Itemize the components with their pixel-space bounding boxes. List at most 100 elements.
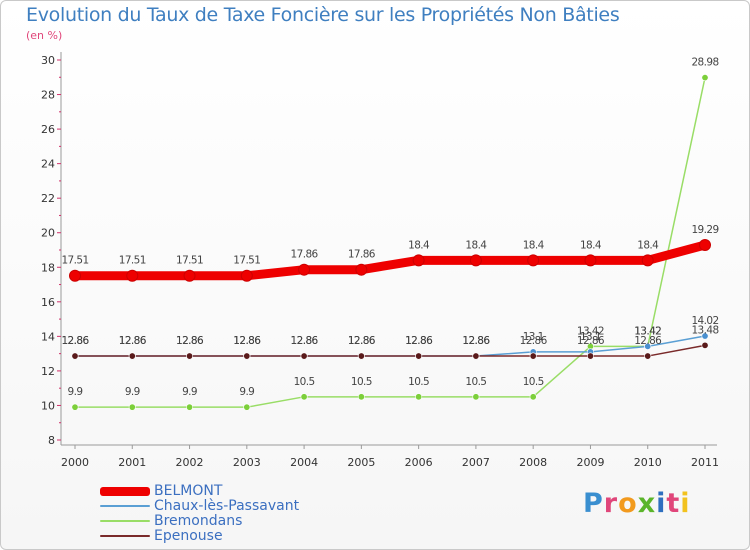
data-label-epenouse: 12.86 (176, 335, 204, 347)
data-label-bremondans: 28.98 (691, 57, 718, 69)
data-point-epenouse (644, 352, 652, 360)
x-tick-label: 2008 (519, 456, 547, 469)
x-tick-label: 2001 (118, 456, 146, 469)
data-point-epenouse (701, 341, 709, 349)
data-label-belmont: 18.4 (465, 239, 487, 251)
data-label-chaux: 12.86 (348, 335, 376, 347)
series-line-belmont (70, 240, 710, 281)
logo-letter: o (618, 488, 638, 519)
data-point-bremondans (472, 393, 480, 401)
data-label-chaux: 12.86 (233, 335, 261, 347)
data-label-epenouse: 12.86 (61, 335, 89, 347)
data-label-epenouse: 12.86 (348, 335, 376, 347)
data-point-epenouse (415, 352, 423, 360)
data-point-epenouse (586, 352, 594, 360)
data-label-bremondans: 9.9 (239, 386, 254, 398)
data-label-belmont: 17.51 (61, 255, 88, 267)
data-label-belmont: 18.4 (637, 239, 659, 251)
data-point-belmont (298, 263, 311, 276)
data-label-belmont: 17.51 (119, 255, 146, 267)
data-label-epenouse: 12.86 (520, 335, 548, 347)
data-point-belmont (527, 254, 540, 267)
data-point-bremondans (186, 403, 194, 411)
data-label-bremondans: 10.5 (408, 376, 429, 388)
legend-swatch-bremondans (100, 520, 150, 522)
data-point-bremondans (243, 403, 251, 411)
legend-swatch-epenouse (100, 535, 150, 537)
data-label-belmont: 18.4 (580, 239, 602, 251)
data-point-chaux (701, 332, 709, 340)
data-point-epenouse (472, 352, 480, 360)
data-label-belmont: 18.4 (523, 239, 545, 251)
data-label-chaux: 14.02 (691, 315, 718, 327)
data-point-bremondans (415, 393, 423, 401)
y-tick-label: 24 (41, 158, 55, 171)
data-label-epenouse: 12.86 (634, 335, 662, 347)
data-point-bremondans (701, 74, 709, 82)
legend-label-epenouse: Epenouse (154, 528, 223, 544)
proxiti-logo[interactable]: Proxiti (583, 488, 691, 519)
legend-label-belmont: BELMONT (154, 483, 223, 499)
data-label-chaux: 12.86 (405, 335, 433, 347)
x-tick-label: 2002 (176, 456, 204, 469)
data-point-epenouse (128, 352, 136, 360)
data-point-belmont (412, 254, 425, 267)
x-tick-label: 2009 (576, 456, 604, 469)
data-point-epenouse (186, 352, 194, 360)
data-label-chaux: 12.86 (462, 335, 490, 347)
y-tick-label: 22 (41, 192, 55, 205)
data-point-bremondans (71, 403, 79, 411)
y-tick-label: 20 (41, 227, 55, 240)
data-label-belmont: 18.4 (408, 239, 430, 251)
data-point-belmont (584, 254, 597, 267)
x-tick-label: 2006 (405, 456, 433, 469)
y-tick-label: 10 (41, 399, 55, 412)
data-point-bremondans (128, 403, 136, 411)
x-tick-label: 2003 (233, 456, 261, 469)
data-label-epenouse: 12.86 (119, 335, 147, 347)
data-point-epenouse (243, 352, 251, 360)
data-label-belmont: 19.29 (691, 224, 718, 236)
x-tick-label: 2000 (61, 456, 89, 469)
data-label-bremondans: 10.5 (294, 376, 315, 388)
y-tick-label: 30 (41, 54, 55, 67)
data-label-bremondans: 13.42 (577, 325, 604, 337)
data-label-bremondans: 10.5 (523, 376, 544, 388)
data-point-belmont (126, 269, 139, 282)
y-tick-label: 8 (48, 434, 55, 447)
data-label-chaux: 13.1 (580, 331, 601, 343)
data-point-belmont (355, 263, 368, 276)
data-label-chaux: 13.42 (634, 325, 661, 337)
data-label-epenouse: 13.48 (691, 324, 718, 336)
y-unit-label: (en %) (26, 29, 63, 42)
data-point-belmont (641, 254, 654, 267)
logo-letter: P (583, 488, 604, 519)
data-label-bremondans: 10.5 (465, 376, 486, 388)
x-tick-label: 2007 (462, 456, 490, 469)
x-tick-label: 2010 (634, 456, 662, 469)
data-label-epenouse: 12.86 (577, 335, 605, 347)
data-label-chaux: 12.86 (176, 335, 204, 347)
data-point-epenouse (529, 352, 537, 360)
legend-swatch-belmont (100, 487, 150, 496)
data-point-belmont (69, 269, 81, 282)
data-point-epenouse (71, 352, 79, 360)
data-label-chaux: 13.1 (523, 331, 544, 343)
data-point-belmont (240, 269, 253, 282)
data-label-bremondans: 9.9 (182, 386, 197, 398)
legend-label-chaux: Chaux-lès-Passavant (154, 498, 300, 514)
y-tick-label: 14 (41, 330, 55, 343)
logo-letter: t (666, 488, 681, 519)
data-label-belmont: 17.51 (176, 255, 203, 267)
y-tick-label: 28 (41, 89, 55, 102)
data-label-bremondans: 9.9 (125, 386, 140, 398)
logo-letter: r (603, 488, 619, 519)
data-label-chaux: 12.86 (119, 335, 147, 347)
data-point-bremondans (357, 393, 365, 401)
y-tick-label: 18 (41, 261, 55, 274)
data-label-epenouse: 12.86 (405, 335, 433, 347)
x-tick-label: 2004 (290, 456, 318, 469)
data-label-epenouse: 12.86 (291, 335, 319, 347)
logo-letter: i (680, 488, 691, 519)
series-line-epenouse (74, 344, 706, 357)
